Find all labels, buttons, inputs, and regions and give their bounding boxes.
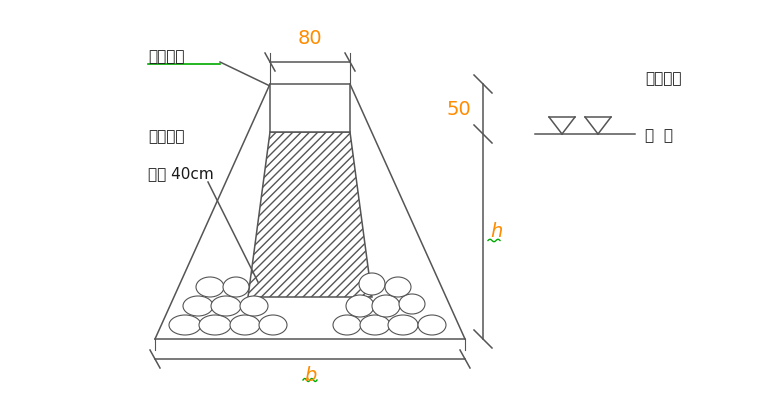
Ellipse shape [346, 295, 374, 317]
Ellipse shape [211, 296, 241, 316]
Text: 宽度 40cm: 宽度 40cm [148, 167, 214, 182]
Ellipse shape [259, 315, 287, 335]
Text: b: b [304, 366, 316, 385]
Ellipse shape [223, 277, 249, 297]
Ellipse shape [196, 277, 224, 297]
Ellipse shape [418, 315, 446, 335]
Text: 防渗心墙: 防渗心墙 [148, 130, 185, 145]
Text: 50: 50 [446, 100, 471, 119]
Ellipse shape [230, 315, 260, 335]
Text: 围堤顶高: 围堤顶高 [645, 71, 682, 87]
Ellipse shape [359, 273, 385, 295]
Text: 水  位: 水 位 [645, 128, 673, 143]
Ellipse shape [169, 315, 201, 335]
Ellipse shape [399, 294, 425, 314]
Text: 80: 80 [298, 29, 322, 48]
Bar [270, 84, 350, 132]
Polygon shape [248, 132, 372, 297]
Ellipse shape [385, 277, 411, 297]
Ellipse shape [199, 315, 231, 335]
Ellipse shape [388, 315, 418, 335]
Text: h: h [490, 222, 502, 241]
Ellipse shape [360, 315, 390, 335]
Ellipse shape [372, 295, 400, 317]
Ellipse shape [240, 296, 268, 316]
Ellipse shape [183, 296, 213, 316]
Text: 草包叠排: 草包叠排 [148, 49, 185, 64]
Ellipse shape [333, 315, 361, 335]
